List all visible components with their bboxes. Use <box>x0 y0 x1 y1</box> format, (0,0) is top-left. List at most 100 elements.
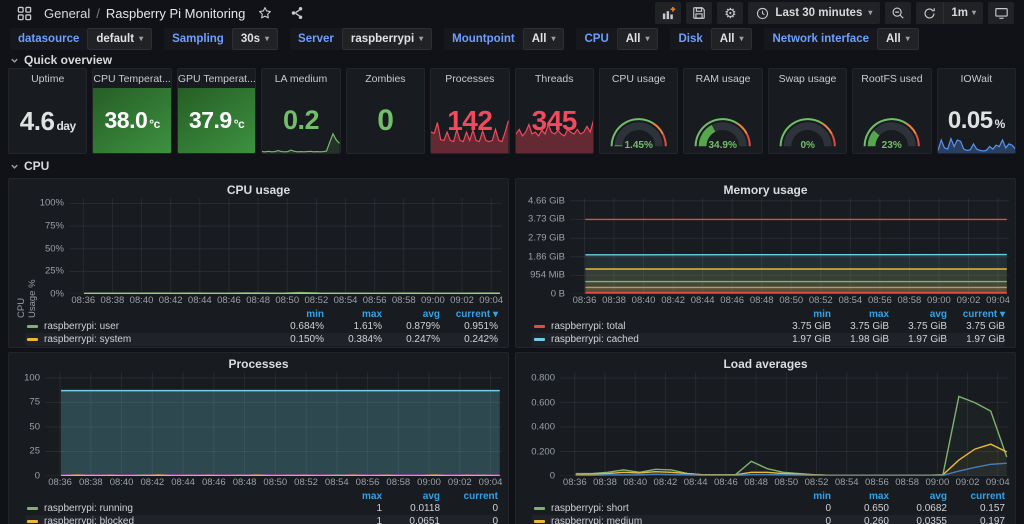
stat-panel-title[interactable]: GPU Temperat... <box>178 69 255 88</box>
legend-series-label[interactable]: raspberrypi: short <box>551 503 773 514</box>
legend-stat-value: 0.384% <box>324 334 382 345</box>
legend-series-label[interactable]: raspberrypi: blocked <box>44 516 324 524</box>
legend-header-max[interactable]: max <box>324 491 382 502</box>
x-axis-tick-label: 08:40 <box>110 477 134 488</box>
x-axis-tick-label: 09:02 <box>448 477 472 488</box>
panel-title[interactable]: Load averages <box>522 357 1009 372</box>
legend-row: raspberrypi: cached1.97 GiB1.98 GiB1.97 … <box>532 333 1005 346</box>
time-range-picker[interactable]: Last 30 minutes ▾ <box>748 2 880 24</box>
share-icon[interactable] <box>285 3 309 23</box>
legend-series-label[interactable]: raspberrypi: user <box>44 321 266 332</box>
caret-down-icon: ▾ <box>972 9 976 17</box>
tv-kiosk-icon[interactable] <box>988 2 1014 24</box>
gauge: 34.9% <box>684 88 761 153</box>
gauge: 0% <box>769 88 846 153</box>
x-axis-tick-label: 08:36 <box>71 295 95 306</box>
clock-icon <box>756 7 769 20</box>
section-row-quick-overview[interactable]: Quick overview <box>0 52 1024 68</box>
stat-panel-title[interactable]: Zombies <box>347 69 424 88</box>
variable-value-dropdown[interactable]: 30s▾ <box>232 28 278 50</box>
legend-header-avg[interactable]: avg <box>382 491 440 502</box>
star-icon[interactable] <box>253 3 277 23</box>
legend-series-label[interactable]: raspberrypi: cached <box>551 334 773 345</box>
legend-header-max[interactable]: max <box>831 309 889 320</box>
panel-title[interactable]: Processes <box>15 357 502 372</box>
stat-panel-title[interactable]: Threads <box>516 69 593 88</box>
y-axis-tick-label: 954 MiB <box>530 270 565 281</box>
time-range-label: Last 30 minutes <box>775 7 862 19</box>
legend-header-min[interactable]: min <box>773 491 831 502</box>
gauge: 1.45% <box>600 88 677 153</box>
stat-panel-processes: Processes142 <box>430 68 509 154</box>
x-axis-tick-label: 08:46 <box>217 295 241 306</box>
plot-canvas[interactable] <box>45 372 502 476</box>
save-icon[interactable] <box>686 2 712 24</box>
plot-canvas[interactable] <box>560 372 1009 476</box>
variable-value-dropdown[interactable]: All▾ <box>617 28 659 50</box>
legend-header-current[interactable]: current ▾ <box>947 309 1005 320</box>
legend-header-max[interactable]: max <box>324 309 382 320</box>
legend-header-current[interactable]: current ▾ <box>440 309 498 320</box>
legend-header-min[interactable]: min <box>266 309 324 320</box>
variable-value-dropdown[interactable]: default▾ <box>87 28 152 50</box>
svg-text:23%: 23% <box>882 140 902 151</box>
legend-stat-value: 3.75 GiB <box>889 321 947 332</box>
stat-panel-title[interactable]: Processes <box>431 69 508 88</box>
panel-title[interactable]: Memory usage <box>522 183 1009 198</box>
legend-stat-value: 1 <box>324 503 382 514</box>
settings-icon[interactable]: ⚙ <box>717 2 743 24</box>
variable-value-dropdown[interactable]: All▾ <box>523 28 565 50</box>
legend-header-current[interactable]: current <box>947 491 1005 502</box>
y-axis-tick-label: 75% <box>45 221 64 232</box>
variable-value-dropdown[interactable]: All▾ <box>877 28 919 50</box>
y-axis-tick-label: 0.600 <box>531 397 555 408</box>
apps-icon[interactable] <box>12 3 36 23</box>
plot-canvas[interactable] <box>570 198 1009 294</box>
stat-panel-title[interactable]: Uptime <box>9 69 86 88</box>
legend-header-current[interactable]: current <box>440 491 498 502</box>
refresh-icon[interactable] <box>916 2 943 24</box>
stat-panel-body: 38.0°c <box>93 88 170 153</box>
variable-value-dropdown[interactable]: raspberrypi▾ <box>342 28 432 50</box>
legend-header-min[interactable]: min <box>773 309 831 320</box>
graph-panel-cpu-usage: CPU usageCPU Usage %0%25%50%75%100%08:36… <box>8 178 509 348</box>
x-axis-tick-label: 08:36 <box>563 477 587 488</box>
legend-header-max[interactable]: max <box>831 491 889 502</box>
legend-header-avg[interactable]: avg <box>889 309 947 320</box>
refresh-interval-dropdown[interactable]: 1m ▾ <box>943 2 983 24</box>
legend-header-avg[interactable]: avg <box>382 309 440 320</box>
stat-panel-title[interactable]: RootFS used <box>853 69 930 88</box>
legend-series-label[interactable]: raspberrypi: total <box>551 321 773 332</box>
caret-down-icon: ▾ <box>645 35 649 43</box>
legend-series-label[interactable]: raspberrypi: running <box>44 503 324 514</box>
legend-series-label[interactable]: raspberrypi: medium <box>551 516 773 524</box>
x-axis-tick-label: 08:56 <box>868 295 892 306</box>
variable-value-dropdown[interactable]: All▾ <box>711 28 753 50</box>
zoom-out-icon[interactable] <box>885 2 911 24</box>
variable-disk: DiskAll▾ <box>670 28 752 50</box>
section-row-cpu[interactable]: CPU <box>0 158 1024 174</box>
series-color-swatch <box>534 325 545 328</box>
stat-panel-title[interactable]: CPU usage <box>600 69 677 88</box>
plot-canvas[interactable] <box>69 198 502 294</box>
stat-panel-title[interactable]: Swap usage <box>769 69 846 88</box>
panel-title[interactable]: CPU usage <box>15 183 502 198</box>
stat-panel-threads: Threads345 <box>515 68 594 154</box>
variable-value-text: default <box>96 33 134 45</box>
x-axis-tick-label: 08:52 <box>809 295 833 306</box>
stat-panel-title[interactable]: CPU Temperat... <box>93 69 170 88</box>
breadcrumb-folder[interactable]: General <box>44 6 90 21</box>
stat-panel-title[interactable]: IOWait <box>938 69 1015 88</box>
x-axis-tick-label: 08:40 <box>632 295 656 306</box>
stat-panel-body: 345 <box>516 88 593 153</box>
y-axis-tick-label: 0 <box>35 471 40 482</box>
stat-panel-title[interactable]: LA medium <box>262 69 339 88</box>
dashboard-title[interactable]: Raspberry Pi Monitoring <box>106 6 245 21</box>
x-axis-tick-label: 09:04 <box>986 295 1010 306</box>
legend-header-avg[interactable]: avg <box>889 491 947 502</box>
legend-stat-value: 3.75 GiB <box>773 321 831 332</box>
add-panel-icon[interactable] <box>655 2 681 24</box>
stat-panel-title[interactable]: RAM usage <box>684 69 761 88</box>
legend-series-label[interactable]: raspberrypi: system <box>44 334 266 345</box>
breadcrumb-separator: / <box>96 6 100 21</box>
